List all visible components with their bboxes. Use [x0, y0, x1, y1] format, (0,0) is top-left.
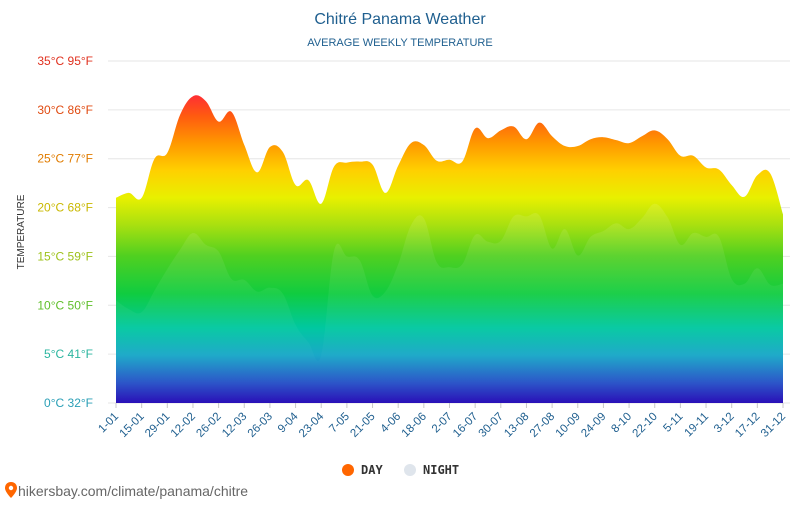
x-tick-label: 17-12	[733, 411, 762, 440]
x-tick-label: 10-09	[554, 411, 583, 440]
map-pin-icon	[5, 482, 17, 498]
x-tick-label: 13-08	[502, 411, 531, 440]
y-tick-label: 25°C 77°F	[37, 152, 93, 166]
source-link[interactable]: hikersbay.com/climate/panama/chitre	[18, 483, 248, 499]
x-tick-label: 23-04	[297, 410, 327, 440]
x-tick-label: 19-11	[682, 411, 711, 440]
x-tick-label: 21-05	[348, 411, 377, 440]
x-tick-label: 29-01	[143, 411, 172, 440]
footer-source[interactable]: hikersbay.com/climate/panama/chitre	[5, 482, 248, 499]
x-tick-label: 12-03	[220, 411, 249, 440]
chart-title-group: Chitré Panama Weather AVERAGE WEEKLY TEM…	[307, 11, 492, 49]
day-legend-label: DAY	[361, 463, 383, 477]
x-tick-label: 30-07	[477, 411, 506, 440]
y-tick-label: 30°C 86°F	[37, 103, 93, 117]
x-tick-label: 16-07	[451, 411, 480, 440]
y-tick-label: 10°C 50°F	[37, 298, 93, 312]
night-series-area	[116, 203, 783, 403]
x-tick-label: 27-08	[528, 411, 557, 440]
y-tick-label: 20°C 68°F	[37, 201, 93, 215]
legend-day[interactable]: DAY	[342, 463, 383, 477]
x-tick-label: 24-09	[579, 411, 608, 440]
x-tick-label: 31-12	[759, 411, 788, 440]
night-legend-marker	[404, 464, 416, 476]
legend: DAY NIGHT	[342, 463, 459, 477]
y-tick-label: 35°C 95°F	[37, 54, 93, 68]
y-tick-label: 15°C 59°F	[37, 249, 93, 263]
y-tick-label: 0°C 32°F	[44, 396, 93, 410]
x-tick-label: 26-02	[194, 411, 223, 440]
x-tick-label: 26-03	[246, 411, 275, 440]
plot-area	[116, 95, 783, 404]
x-tick-label: 12-02	[169, 411, 198, 440]
chart-subtitle: AVERAGE WEEKLY TEMPERATURE	[307, 37, 492, 49]
x-tick-label: 18-06	[400, 411, 429, 440]
x-tick-label: 15-01	[117, 411, 146, 440]
night-legend-label: NIGHT	[423, 463, 459, 477]
day-legend-marker	[342, 464, 354, 476]
legend-night[interactable]: NIGHT	[404, 463, 459, 477]
y-axis-label: TEMPERATURE	[16, 194, 27, 269]
y-axis-ticks: 0°C 32°F 5°C 41°F 10°C 50°F 15°C 59°F 20°C 6…	[37, 54, 93, 410]
x-tick-label: 22-10	[631, 411, 660, 440]
y-tick-label: 5°C 41°F	[44, 347, 93, 361]
chart-title: Chitré Panama Weather	[314, 11, 486, 28]
